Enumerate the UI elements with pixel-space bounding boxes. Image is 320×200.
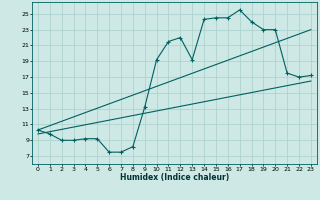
X-axis label: Humidex (Indice chaleur): Humidex (Indice chaleur) (120, 173, 229, 182)
